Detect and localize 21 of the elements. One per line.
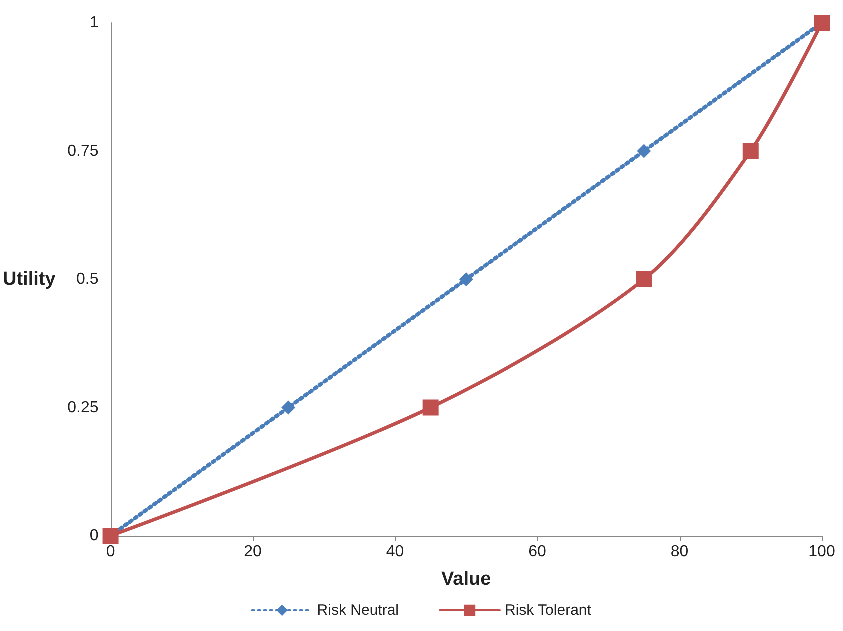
y-tick-label: 0.5 [76, 271, 99, 288]
point [282, 400, 296, 415]
x-tick-label: 40 [386, 544, 404, 560]
x-tick-label: 20 [244, 544, 262, 560]
legend-label: Risk Neutral [317, 602, 399, 619]
point [422, 400, 439, 416]
y-tick-label: 0 [90, 528, 99, 544]
x-tick-label: 60 [528, 544, 547, 560]
y-tick-label: 0.25 [68, 399, 99, 416]
legend-label: Risk Tolerant [504, 602, 592, 619]
x-axis-title: Value [442, 569, 492, 590]
y-tick-label: 1 [90, 14, 99, 32]
point [742, 143, 759, 160]
x-tick-label: 80 [670, 544, 689, 560]
y-axis-title: Utility [3, 269, 56, 290]
x-tick-label: 100 [808, 544, 836, 560]
y-tick-label: 0.75 [68, 142, 99, 160]
point [637, 144, 652, 158]
point [636, 272, 652, 288]
point [459, 272, 474, 286]
x-tick-label: 0 [106, 544, 116, 560]
